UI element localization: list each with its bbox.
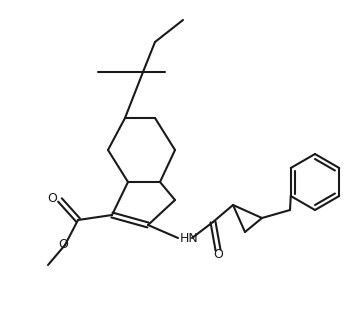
Text: HN: HN bbox=[180, 232, 199, 245]
Text: O: O bbox=[47, 191, 57, 204]
Text: O: O bbox=[58, 238, 68, 251]
Text: O: O bbox=[213, 249, 223, 261]
